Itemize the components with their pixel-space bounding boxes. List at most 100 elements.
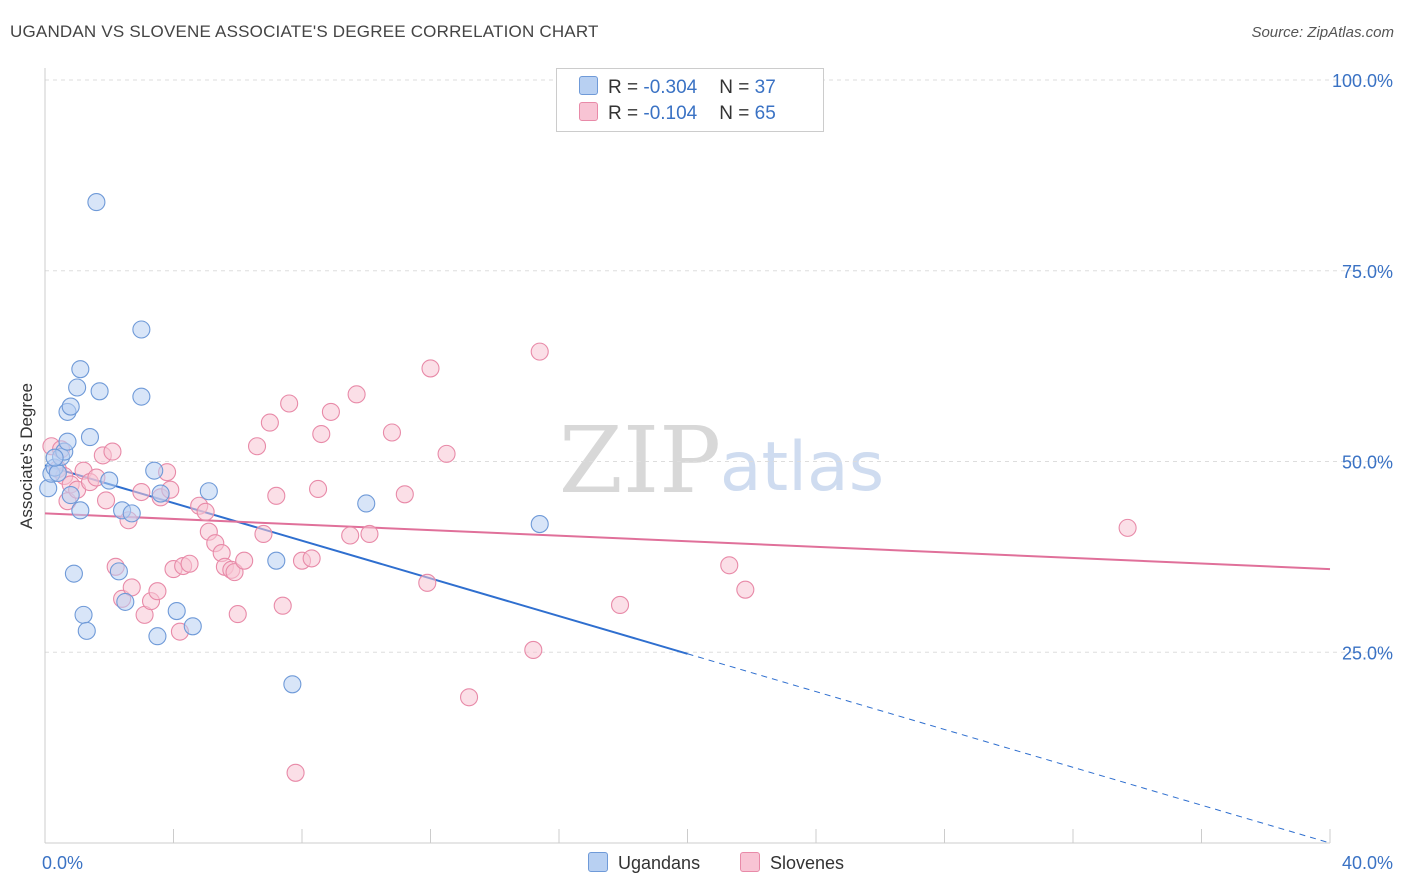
- point-ugandans: [148, 627, 167, 646]
- point-ugandans: [45, 448, 64, 467]
- point-slovenes: [302, 549, 321, 568]
- point-slovenes: [524, 640, 543, 660]
- point-ugandans: [71, 501, 90, 520]
- source-label: Source: ZipAtlas.com: [1251, 24, 1394, 41]
- point-ugandans: [145, 461, 164, 480]
- point-slovenes: [309, 479, 328, 499]
- point-slovenes: [530, 342, 549, 361]
- trend-lines: [44, 464, 1331, 844]
- point-slovenes: [321, 402, 340, 421]
- point-slovenes: [1118, 518, 1137, 537]
- point-ugandans: [357, 494, 376, 513]
- point-ugandans: [68, 378, 87, 397]
- point-ugandans: [100, 471, 119, 490]
- point-ugandans: [61, 486, 80, 505]
- point-slovenes: [312, 424, 331, 444]
- data-points: [39, 193, 1137, 782]
- point-slovenes: [286, 763, 305, 782]
- point-slovenes: [382, 423, 402, 442]
- legend-r-value: -0.304: [643, 77, 698, 98]
- point-slovenes: [610, 595, 630, 614]
- x-tick-label: 40.0%: [1342, 853, 1393, 873]
- axes: [44, 68, 1331, 844]
- legend-r-value: -0.104: [643, 103, 698, 124]
- legend-n-label: N =: [719, 77, 755, 98]
- bottom-legend-slovenes: Slovenes: [740, 852, 844, 874]
- point-ugandans: [48, 463, 67, 482]
- y-axis-label: Associate's Degree: [17, 383, 36, 529]
- point-ugandans: [58, 432, 77, 451]
- point-ugandans: [64, 564, 83, 583]
- legend-row-slovenes: R = -0.104 N = 65: [579, 102, 776, 128]
- watermark-atlas: atlas: [720, 428, 884, 507]
- point-ugandans: [199, 482, 218, 501]
- point-ugandans: [132, 387, 151, 406]
- point-slovenes: [360, 524, 379, 544]
- point-slovenes: [720, 556, 739, 575]
- point-slovenes: [459, 688, 479, 707]
- bottom-swatch-blue: [588, 852, 608, 872]
- point-ugandans: [183, 617, 202, 636]
- y-tick-label: 50.0%: [1342, 453, 1393, 473]
- point-slovenes: [260, 413, 279, 432]
- trend-line-slovenes: [44, 512, 1331, 571]
- point-ugandans: [530, 515, 549, 534]
- correlation-legend: R = -0.304 N = 37 R = -0.104 N = 65: [556, 68, 824, 132]
- bottom-swatch-pink: [740, 852, 760, 872]
- point-ugandans: [283, 675, 302, 694]
- legend-swatch-blue: [579, 76, 598, 95]
- point-slovenes: [96, 491, 116, 510]
- bottom-legend-ugandans-label: Ugandans: [618, 853, 701, 873]
- point-slovenes: [437, 444, 456, 463]
- point-ugandans: [61, 397, 80, 416]
- point-ugandans: [116, 592, 135, 611]
- bottom-legend-slovenes-label: Slovenes: [770, 853, 845, 873]
- point-slovenes: [228, 605, 247, 624]
- legend-n-value: 65: [754, 103, 776, 124]
- chart-title: UGANDAN VS SLOVENE ASSOCIATE'S DEGREE CO…: [10, 22, 599, 41]
- y-tick-label: 75.0%: [1342, 262, 1393, 282]
- bottom-legend-ugandans: Ugandans: [588, 852, 700, 874]
- point-slovenes: [148, 582, 167, 601]
- point-slovenes: [395, 485, 414, 504]
- point-ugandans: [90, 382, 109, 401]
- watermark: ZIP atlas: [559, 407, 884, 514]
- y-tick-label: 25.0%: [1342, 643, 1393, 663]
- legend-r-label: R =: [608, 77, 644, 98]
- point-slovenes: [418, 573, 437, 592]
- point-ugandans: [267, 551, 286, 570]
- point-slovenes: [180, 554, 199, 573]
- y-tick-label: 100.0%: [1332, 71, 1393, 91]
- watermark-zip: ZIP: [559, 407, 721, 514]
- x-tick-label: 0.0%: [42, 853, 83, 873]
- trend-line-ugandans-extrapolated: [687, 653, 1331, 844]
- point-ugandans: [151, 484, 170, 503]
- legend-swatch-pink: [579, 102, 598, 121]
- legend-n-value: 37: [754, 77, 776, 98]
- point-ugandans: [109, 562, 128, 581]
- point-ugandans: [132, 320, 151, 339]
- point-slovenes: [736, 580, 755, 599]
- point-slovenes: [421, 359, 440, 378]
- point-slovenes: [347, 385, 366, 404]
- point-slovenes: [196, 502, 215, 521]
- point-ugandans: [87, 193, 106, 212]
- point-slovenes: [103, 442, 122, 461]
- point-slovenes: [247, 437, 267, 456]
- tick-labels: 25.0% 50.0% 75.0% 100.0% 0.0% 40.0%: [42, 71, 1393, 873]
- point-slovenes: [254, 524, 273, 544]
- point-ugandans: [74, 605, 93, 624]
- point-ugandans: [71, 360, 90, 379]
- point-ugandans: [122, 504, 141, 523]
- point-ugandans: [167, 601, 186, 621]
- legend-r-label: R =: [608, 103, 644, 124]
- gridlines: [45, 79, 1392, 653]
- point-slovenes: [280, 394, 299, 413]
- point-slovenes: [267, 486, 286, 505]
- point-ugandans: [80, 428, 100, 447]
- point-slovenes: [341, 526, 360, 545]
- point-ugandans: [77, 621, 96, 640]
- point-slovenes: [273, 596, 292, 615]
- legend-n-label: N =: [719, 103, 755, 124]
